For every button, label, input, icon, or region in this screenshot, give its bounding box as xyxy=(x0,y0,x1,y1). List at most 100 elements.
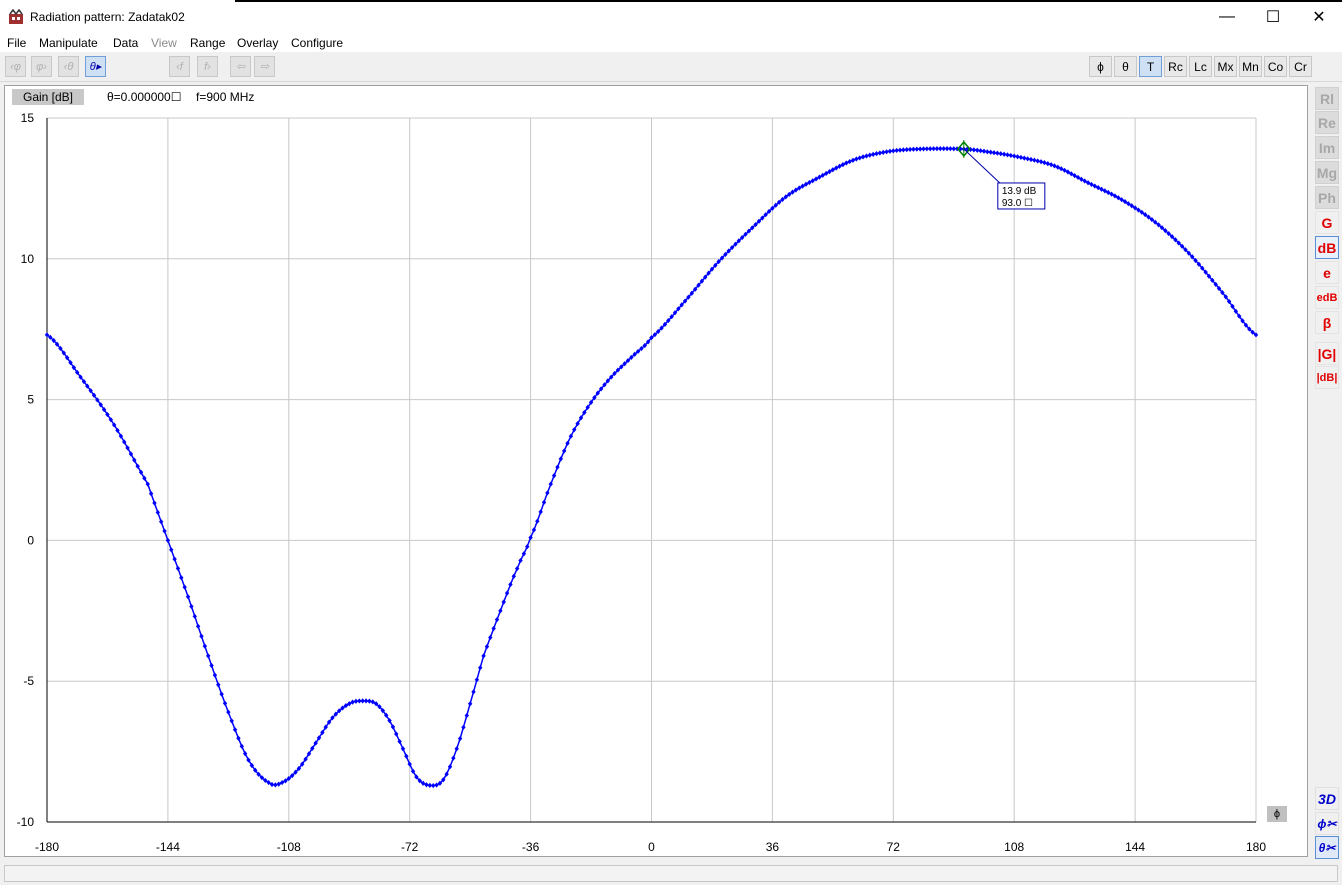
data-point xyxy=(968,146,973,153)
mode-ph-button[interactable]: Ph xyxy=(1315,186,1339,209)
data-point xyxy=(360,698,365,704)
mode-edb-button[interactable]: edB xyxy=(1315,286,1339,309)
component-cr-button[interactable]: Cr xyxy=(1289,56,1312,77)
mode-im-button[interactable]: Im xyxy=(1315,136,1339,159)
menu-configure[interactable]: Configure xyxy=(291,36,344,50)
data-point xyxy=(387,718,392,724)
component-theta-button[interactable]: θ xyxy=(1114,56,1137,77)
component-mx-button[interactable]: Mx xyxy=(1214,56,1237,77)
data-point xyxy=(1122,199,1128,205)
x-tick-label: -180 xyxy=(35,840,59,854)
maximize-button[interactable]: ☐ xyxy=(1265,9,1281,26)
data-point xyxy=(605,378,611,384)
data-point xyxy=(1102,188,1108,194)
close-button[interactable]: ✕ xyxy=(1312,9,1326,26)
data-point xyxy=(467,701,473,707)
x-tick-label: 72 xyxy=(887,840,901,854)
phi-axis-button[interactable]: ϕ xyxy=(1267,806,1287,822)
mode-beta-button[interactable]: β xyxy=(1315,311,1339,334)
data-point xyxy=(1163,227,1168,234)
data-point xyxy=(414,774,419,780)
data-point xyxy=(944,146,950,152)
data-point xyxy=(373,701,379,707)
data-point xyxy=(169,547,174,553)
mode-e-button[interactable]: e xyxy=(1315,261,1339,284)
data-point xyxy=(813,176,819,182)
data-point xyxy=(1045,160,1050,167)
component-total-button[interactable]: T xyxy=(1139,56,1162,77)
theta-cut-button[interactable]: θ✂ xyxy=(1315,836,1339,859)
data-point xyxy=(817,174,822,180)
data-point xyxy=(407,761,412,767)
phi-next-button[interactable]: φ› xyxy=(31,56,52,77)
data-point xyxy=(367,698,372,704)
chart-grid xyxy=(46,117,1257,823)
data-point xyxy=(1153,219,1158,225)
mode-re-button[interactable]: Re xyxy=(1315,111,1339,134)
data-point xyxy=(454,746,459,752)
theta-prev-button[interactable]: ‹θ xyxy=(58,56,79,77)
mode-db-button[interactable]: dB xyxy=(1315,236,1339,259)
app-icon xyxy=(9,9,23,24)
forward-arrow-icon[interactable]: ⇨ xyxy=(254,56,275,77)
y-tick-labels: 15 10 5 0 -5 -10 xyxy=(17,111,35,829)
data-point xyxy=(165,537,171,543)
view-3d-button[interactable]: 3D xyxy=(1315,787,1339,810)
menu-overlay[interactable]: Overlay xyxy=(237,36,279,50)
data-point xyxy=(854,156,859,162)
freq-prev-button[interactable]: ‹f xyxy=(169,56,190,77)
component-phi-button[interactable]: ϕ xyxy=(1089,56,1112,77)
data-point xyxy=(1237,313,1242,319)
data-point xyxy=(649,335,654,341)
data-point xyxy=(1183,247,1188,253)
mode-g-button[interactable]: G xyxy=(1315,211,1339,234)
menu-range[interactable]: Range xyxy=(190,36,226,50)
data-point xyxy=(830,167,836,173)
data-point xyxy=(326,719,332,725)
menu-view[interactable]: View xyxy=(151,36,177,50)
data-point xyxy=(585,404,590,410)
data-point xyxy=(1079,176,1084,182)
data-point xyxy=(111,422,117,428)
menu-data[interactable]: Data xyxy=(113,36,139,50)
mode-rl-button[interactable]: Rl xyxy=(1315,87,1339,110)
data-point xyxy=(478,665,483,671)
data-point xyxy=(729,244,735,251)
data-point xyxy=(1085,180,1091,186)
data-point xyxy=(1059,166,1064,172)
freq-next-button[interactable]: f› xyxy=(197,56,218,77)
back-arrow-icon[interactable]: ⇦ xyxy=(230,56,251,77)
data-point xyxy=(746,228,752,234)
component-mn-button[interactable]: Mn xyxy=(1239,56,1262,77)
data-point xyxy=(1156,222,1161,228)
component-co-button[interactable]: Co xyxy=(1264,56,1287,77)
x-tick-label: 0 xyxy=(648,840,655,854)
data-point xyxy=(350,699,355,705)
mode-abs-db-button[interactable]: |dB| xyxy=(1315,366,1339,389)
data-point xyxy=(259,775,265,781)
theta-next-button[interactable]: θ▸ xyxy=(85,56,106,77)
data-point xyxy=(521,551,527,557)
data-point xyxy=(310,745,315,752)
data-point xyxy=(1210,277,1215,283)
menu-manipulate[interactable]: Manipulate xyxy=(39,36,98,50)
component-rc-button[interactable]: Rc xyxy=(1164,56,1187,77)
menu-file[interactable]: File xyxy=(7,36,27,50)
y-tick-label: -5 xyxy=(23,674,34,688)
phi-cut-button[interactable]: ϕ✂ xyxy=(1315,812,1339,835)
data-point xyxy=(652,332,658,338)
data-point xyxy=(347,701,352,707)
data-point xyxy=(283,778,288,784)
component-lc-button[interactable]: Lc xyxy=(1189,56,1212,77)
mode-abs-g-button[interactable]: |G| xyxy=(1315,342,1339,365)
minimize-button[interactable]: — xyxy=(1219,8,1235,25)
phi-prev-button[interactable]: ‹φ xyxy=(5,56,26,77)
data-point xyxy=(357,698,362,704)
data-point xyxy=(434,782,439,788)
data-point xyxy=(383,712,389,718)
gain-label[interactable]: Gain [dB] xyxy=(12,89,84,105)
mode-mg-button[interactable]: Mg xyxy=(1315,161,1339,184)
data-point xyxy=(917,146,923,152)
data-point xyxy=(417,778,422,784)
